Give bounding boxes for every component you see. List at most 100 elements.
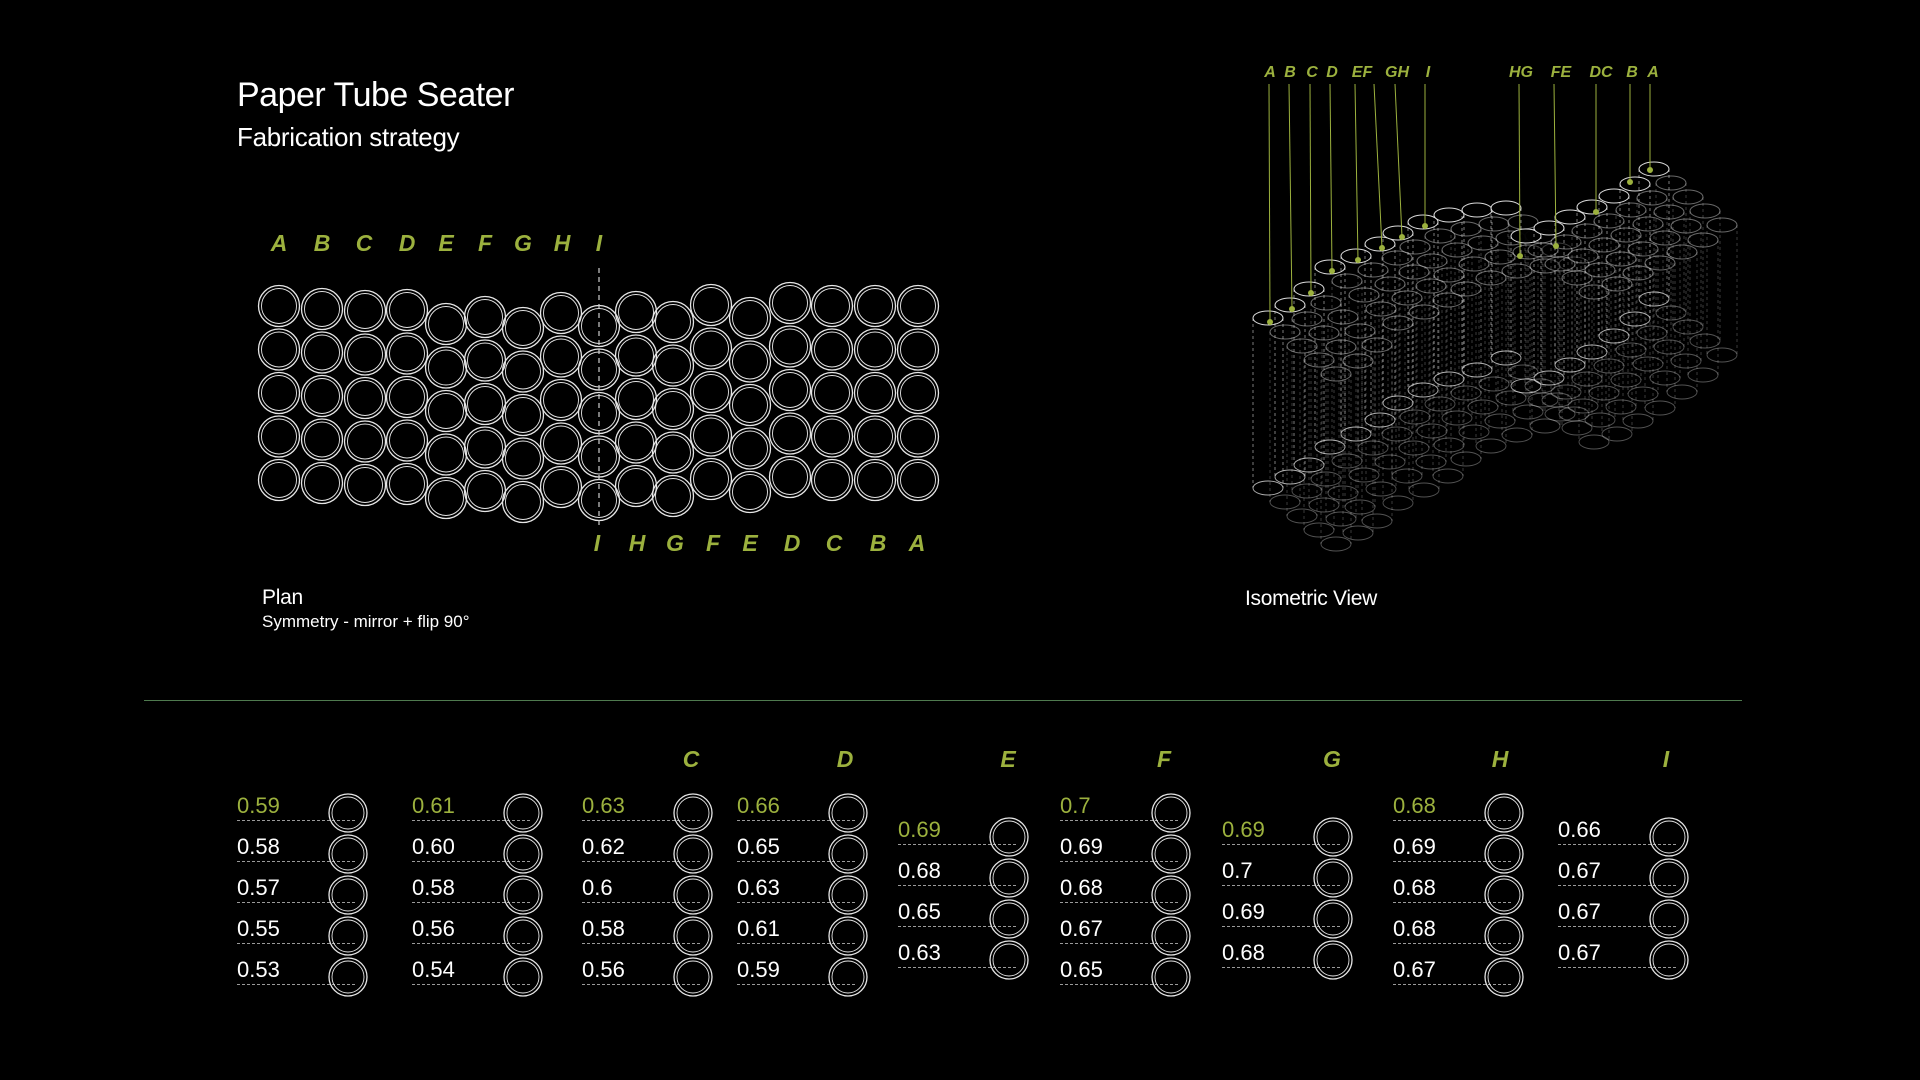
table-row: 0.67 <box>1060 916 1195 958</box>
tube-ring-icon <box>1313 940 1353 980</box>
plan-tube <box>728 383 772 427</box>
isometric-tube <box>1344 323 1376 515</box>
isometric-tube <box>1554 209 1586 373</box>
isometric-leader-line <box>1268 83 1271 323</box>
isometric-tube <box>1348 287 1380 483</box>
table-row: 0.66 <box>737 793 872 835</box>
isometric-tube <box>1636 190 1668 341</box>
isometric-tube <box>1320 366 1352 552</box>
table-row: 0.65 <box>898 899 1033 941</box>
tube-ring-icon <box>828 957 868 997</box>
isometric-tube <box>1331 273 1363 469</box>
tube-diameter-value: 0.58 <box>412 875 455 900</box>
tube-ring-icon <box>328 957 368 997</box>
dashed-leader <box>898 967 1016 968</box>
tube-diameter-value: 0.68 <box>1393 793 1436 818</box>
isometric-tube <box>1374 276 1406 470</box>
table-row: 0.65 <box>737 834 872 876</box>
tube-diameter-value: 0.65 <box>898 899 941 924</box>
isometric-diagram <box>1252 83 1738 552</box>
tube-ring-icon <box>828 916 868 956</box>
plan-tube <box>810 458 854 502</box>
table-row: 0.66 <box>1558 817 1693 859</box>
isometric-tube <box>1303 352 1335 538</box>
isometric-tube <box>1484 249 1516 429</box>
tube-diameter-value: 0.7 <box>1222 858 1253 883</box>
isometric-leader-dot <box>1422 223 1428 229</box>
plan-tube <box>768 368 812 412</box>
dashed-leader <box>1558 844 1676 845</box>
isometric-tube <box>1291 311 1323 499</box>
isometric-tube <box>1310 295 1342 487</box>
isometric-tube <box>1567 248 1599 414</box>
plan-bottom-label: I <box>593 530 601 556</box>
table-row: 0.56 <box>412 916 547 958</box>
tube-diameter-value: 0.65 <box>1060 957 1103 982</box>
plan-tube <box>728 340 772 383</box>
table-row: 0.67 <box>1558 940 1693 982</box>
isometric-leader-dot <box>1553 243 1559 249</box>
isometric-label: B <box>1284 64 1296 81</box>
tube-diameter-value: 0.69 <box>898 817 941 842</box>
isometric-tube <box>1286 338 1318 524</box>
tube-ring-icon <box>328 834 368 874</box>
plan-tube <box>424 476 468 520</box>
isometric-tube <box>1672 189 1704 335</box>
isometric-tube <box>1381 250 1413 442</box>
tube-diameter-value: 0.68 <box>1060 875 1103 900</box>
isometric-leader-line <box>1288 83 1293 310</box>
isometric-leader-line <box>1553 83 1557 247</box>
isometric-label: EF <box>1351 64 1373 81</box>
tube-ring-icon <box>673 875 713 915</box>
plan-tube <box>385 375 429 419</box>
isometric-tube <box>1314 259 1346 455</box>
plan-tube <box>614 334 658 377</box>
dashed-leader <box>1558 967 1676 968</box>
isometric-leader-line <box>1373 83 1383 249</box>
tube-diameter-value: 0.69 <box>1222 817 1265 842</box>
plan-tube <box>424 389 468 433</box>
plan-bottom-label: C <box>825 530 843 556</box>
table-row: 0.58 <box>237 834 372 876</box>
isometric-tube <box>1475 270 1507 454</box>
plan-top-label: I <box>595 230 603 256</box>
dashed-leader <box>1222 844 1340 845</box>
tube-diameter-value: 0.69 <box>1222 899 1265 924</box>
isometric-leader-dot <box>1289 306 1295 312</box>
plan-diagram <box>257 268 940 525</box>
dashed-leader <box>1558 926 1676 927</box>
isometric-tube <box>1415 278 1447 470</box>
tube-diameter-value: 0.61 <box>412 793 455 818</box>
isometric-tube <box>1593 213 1625 374</box>
isometric-label: DC <box>1589 64 1613 81</box>
plan-top-label: C <box>355 230 373 256</box>
tube-diameter-value: 0.57 <box>237 875 280 900</box>
plan-tube <box>689 414 733 457</box>
table-row: 0.68 <box>1393 793 1528 835</box>
tube-ring-icon <box>989 940 1029 980</box>
plan-top-label: H <box>553 230 571 256</box>
table-row: 0.69 <box>1393 834 1528 876</box>
tube-ring-icon <box>503 916 543 956</box>
dashed-leader <box>1060 943 1178 944</box>
plan-tube <box>853 371 897 415</box>
plan-tube <box>257 415 301 458</box>
plan-top-label: G <box>514 230 532 256</box>
tube-diameter-value: 0.68 <box>1393 916 1436 941</box>
isometric-leader-dot <box>1329 268 1335 274</box>
tube-diameter-value: 0.67 <box>1558 940 1601 965</box>
isometric-tube <box>1407 214 1439 398</box>
dashed-leader <box>412 902 530 903</box>
isometric-tube <box>1687 232 1719 383</box>
isometric-label: FE <box>1550 64 1572 81</box>
tube-diameter-value: 0.63 <box>582 793 625 818</box>
tube-ring-icon <box>1151 793 1191 833</box>
plan-tube <box>257 371 301 415</box>
isometric-tube <box>1450 281 1482 467</box>
tube-diameter-value: 0.56 <box>582 957 625 982</box>
dashed-leader <box>237 861 355 862</box>
plan-tube <box>614 290 658 334</box>
tube-diameter-value: 0.68 <box>898 858 941 883</box>
isometric-tube <box>1615 202 1647 358</box>
isometric-tube <box>1588 237 1620 401</box>
